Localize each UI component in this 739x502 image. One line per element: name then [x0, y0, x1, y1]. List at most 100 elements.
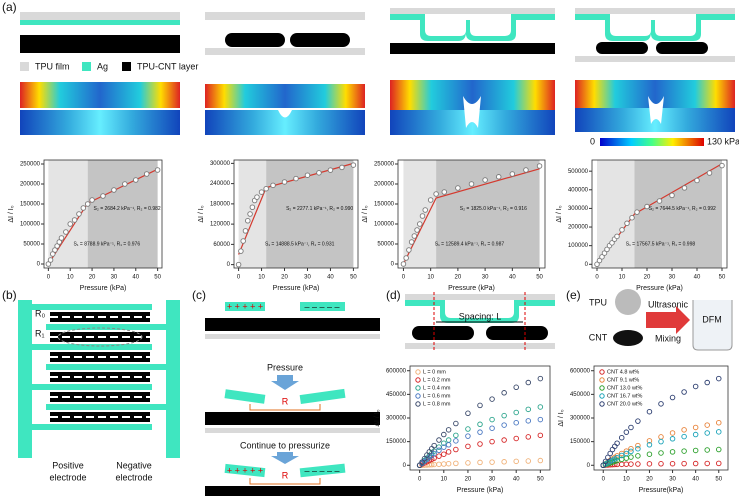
- data-point: [270, 182, 276, 189]
- data-point: [716, 429, 722, 435]
- data-point: [634, 209, 640, 215]
- charge-minus: – – – – –: [304, 465, 339, 475]
- resistor-label: R₁: [35, 328, 45, 338]
- y-tick-label: 100000: [20, 222, 41, 228]
- data-point: [254, 194, 260, 200]
- region: [266, 160, 354, 268]
- legend-marker: [599, 393, 605, 399]
- y-tick-label: 100000: [374, 222, 395, 228]
- data-point: [327, 167, 334, 173]
- data-point: [623, 461, 630, 467]
- legend-label: TPU film: [35, 61, 70, 71]
- x-tick-label: 10: [67, 275, 74, 281]
- plot-frame: [591, 159, 728, 269]
- cnt-pill: [412, 326, 474, 340]
- data-point: [422, 207, 428, 213]
- data-point: [433, 191, 439, 197]
- data-point: [441, 444, 447, 450]
- circuit: [249, 404, 321, 411]
- data-point: [658, 450, 664, 456]
- data-point: [601, 250, 608, 256]
- fea-map: [20, 110, 180, 135]
- y-tick-label: 150000: [374, 202, 395, 208]
- annotation: S₂ = 1825.0 kPa⁻¹, R₂ = 0.916: [460, 206, 527, 212]
- data-point: [704, 379, 710, 386]
- cnt-powder: [613, 330, 643, 346]
- data-point: [600, 462, 606, 469]
- legend-marker: [415, 377, 421, 383]
- legend-marker: [599, 385, 605, 391]
- data-point: [629, 214, 635, 221]
- data-point: [47, 257, 54, 263]
- y-tick-label: 150000: [570, 439, 591, 445]
- y-tick-label: 300000: [386, 416, 407, 422]
- data-point: [537, 375, 544, 382]
- x-tick-label: 10: [427, 275, 434, 281]
- data-point: [694, 177, 700, 184]
- data-point: [436, 447, 442, 454]
- panel-label: (e): [566, 288, 581, 302]
- legend-label: CNT 9.1 wt%: [607, 377, 639, 383]
- material-label: CNT: [589, 332, 608, 342]
- data-point: [293, 175, 299, 182]
- legend-marker: [415, 385, 421, 391]
- data-point: [258, 189, 265, 195]
- data-point: [436, 437, 442, 443]
- data-point: [525, 406, 532, 413]
- data-point: [523, 167, 529, 173]
- step-label: Pressure: [267, 362, 303, 372]
- fingers: [32, 304, 166, 430]
- legend-label: CNT 16.7 wt%: [607, 393, 642, 399]
- x-tick-label: 0: [237, 275, 241, 281]
- region: [436, 160, 540, 268]
- cnt-pill: [290, 33, 350, 47]
- data-point: [100, 193, 106, 199]
- data-point: [316, 170, 322, 176]
- arrow: [271, 452, 299, 464]
- data-point: [421, 455, 428, 462]
- data-point: [706, 170, 713, 176]
- data-point: [67, 221, 73, 227]
- colorbar-max: 130 kPa: [707, 136, 739, 146]
- data-point: [513, 409, 519, 416]
- ag-layer: [405, 300, 555, 323]
- data-point: [537, 404, 544, 410]
- y-tick-label: 300000: [568, 206, 589, 212]
- data-point: [681, 448, 687, 454]
- data-point: [249, 204, 256, 210]
- data-point: [594, 261, 600, 268]
- data-point: [644, 203, 650, 210]
- data-point: [537, 432, 544, 439]
- tpu-film: [405, 294, 555, 300]
- data-point: [489, 396, 495, 402]
- charge-plus: + + + + +: [227, 465, 263, 475]
- y-tick-label: 0: [391, 262, 395, 268]
- data-point: [465, 460, 471, 466]
- legend-marker: [415, 369, 421, 375]
- data-point: [235, 261, 242, 268]
- x-tick-label: 20: [646, 477, 653, 483]
- cnt-pill: [656, 42, 708, 54]
- data-point: [441, 189, 448, 195]
- legend-swatch: [20, 62, 29, 71]
- y-tick-label: 0: [585, 262, 589, 268]
- y-axis-label: ΔI / I₀: [558, 409, 565, 426]
- tpu-film: [205, 428, 380, 433]
- data-point: [628, 424, 634, 431]
- y-tick-label: 300000: [570, 416, 591, 422]
- data-point: [628, 454, 634, 460]
- x-tick-label: 20: [89, 275, 96, 281]
- data-point: [453, 432, 459, 439]
- y-tick-label: 250000: [374, 162, 395, 168]
- x-axis-label: Pressure (kPa): [448, 285, 495, 292]
- data-point: [618, 461, 625, 468]
- data-point: [58, 235, 65, 241]
- x-tick-label: 20: [465, 477, 472, 483]
- data-point: [431, 450, 437, 457]
- data-point: [536, 163, 543, 169]
- data-point: [495, 174, 502, 180]
- data-point: [635, 442, 641, 449]
- data-point: [692, 431, 699, 438]
- panel-e: (e) TPU CNT Ultrasonic Mixing DFM: [566, 288, 733, 351]
